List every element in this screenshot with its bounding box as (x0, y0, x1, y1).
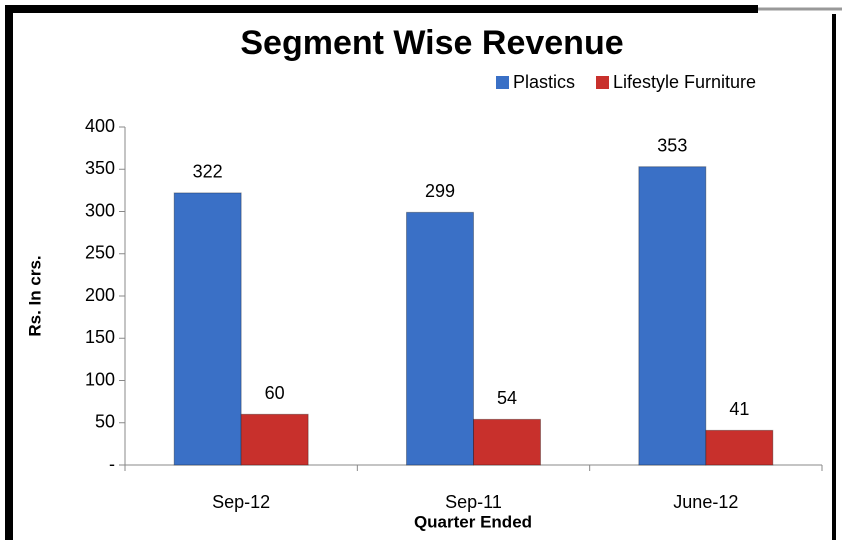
y-tick-label: 400 (85, 116, 115, 136)
legend-swatch (596, 76, 609, 89)
value-label: 54 (497, 388, 517, 408)
bar (638, 166, 707, 466)
legend-swatch (496, 76, 509, 89)
value-label: 322 (193, 162, 223, 182)
y-tick-label: 150 (85, 327, 115, 347)
y-axis-title: Rs. In crs. (25, 255, 44, 336)
chart-title: Segment Wise Revenue (240, 24, 623, 62)
value-label: 299 (425, 181, 455, 201)
value-label: 353 (657, 135, 687, 155)
legend-label: Lifestyle Furniture (613, 72, 756, 92)
x-tick-label: Sep-11 (445, 492, 502, 512)
y-tick-label: 250 (85, 243, 115, 263)
y-tick-label: 200 (85, 285, 115, 305)
y-tick-label: - (109, 454, 115, 474)
legend-label: Plastics (513, 72, 575, 92)
y-tick-label: 50 (95, 412, 115, 432)
bar (240, 413, 309, 466)
x-axis-title: Quarter Ended (414, 512, 532, 531)
bar (705, 429, 774, 466)
x-tick-label: Sep-12 (212, 492, 270, 512)
value-label: 60 (265, 383, 285, 403)
y-tick-label: 100 (85, 369, 115, 389)
x-tick-label: June-12 (673, 492, 738, 512)
bar (173, 192, 242, 466)
frame (5, 5, 758, 540)
value-label: 41 (729, 399, 749, 419)
bar (473, 418, 541, 466)
bar (406, 211, 474, 466)
y-tick-label: 350 (85, 158, 115, 178)
y-tick-label: 300 (85, 200, 115, 220)
